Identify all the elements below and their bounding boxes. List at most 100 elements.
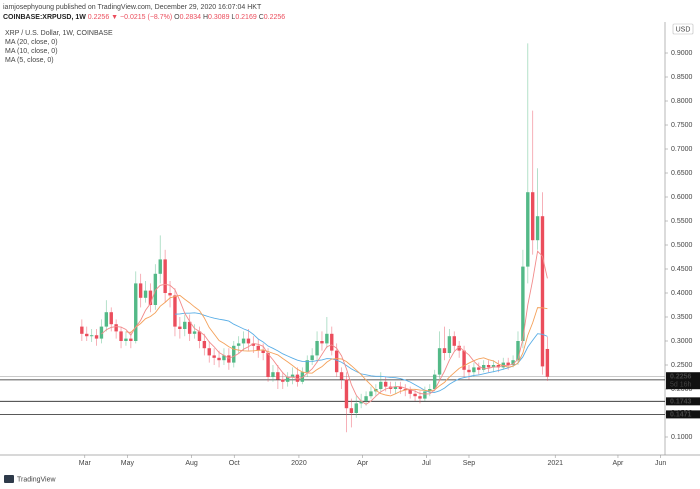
y-tick-label: 0.2000 [671,386,693,393]
candle-body [163,259,167,294]
candle-body [403,389,407,390]
x-tick-label: Aug [185,460,198,467]
y-tick-label: 0.9000 [671,50,693,57]
candle-body [457,345,461,351]
candle-body [192,331,197,334]
c-letter: C [259,14,264,21]
candle-body [168,293,172,296]
legend-entry: MA (20, close, 0) [5,39,58,46]
candle-body [408,389,412,394]
candle-body [129,338,133,342]
candle-body [325,333,329,344]
candle-body [104,312,109,327]
candle-body [334,350,339,373]
candle-body [442,348,447,354]
candle-body [447,336,452,354]
last-price-tag [666,372,700,390]
price-tag [666,397,700,406]
y-tick-label: 0.7000 [671,146,693,153]
y-tick-label: 0.8000 [671,98,693,105]
candle-body [114,324,118,332]
candle-body [472,367,476,373]
y-tick-label: 0.5500 [671,218,693,225]
candle-body [511,360,515,366]
candle-body [310,355,314,361]
candle-body [369,391,373,397]
candle-body [134,283,138,342]
candle-body [432,374,437,390]
currency-box [672,23,694,35]
o-letter: O [174,14,180,21]
legend-entry: MA (10, close, 0) [5,48,58,55]
candle-body [516,341,520,361]
last-price-label: 0.2256 [670,374,692,381]
candle-body [212,355,216,358]
candle-body [276,372,280,380]
candle-body [158,259,162,274]
candle-body [232,345,236,363]
brand: TradingView [4,475,56,483]
moving-average [174,312,548,393]
y-tick-label: 0.3500 [671,314,693,321]
candle-body [222,355,226,361]
candle-body [217,357,221,361]
candle-body [423,391,427,399]
candle-body [481,365,486,370]
candle-body [138,283,143,298]
candle-body [241,338,246,344]
author-line: iamjosephyoung published on TradingView.… [3,4,262,11]
y-tick-label: 0.5000 [671,242,693,249]
candle-body [330,333,334,351]
candle-body [545,348,550,377]
candle-body [124,338,128,342]
x-tick-label: Jun [655,460,666,467]
candle-body [452,336,456,346]
candle-body [437,348,442,375]
candle-body [428,389,432,392]
price-tag-label: 0.1471 [670,412,692,419]
x-tick-label: 2021 [547,460,563,467]
candle-body [349,408,354,414]
brand-logo [4,475,14,483]
candle-body [119,331,123,342]
candle-body [535,216,540,241]
moving-average [101,250,548,405]
candle-body [94,335,99,339]
candle-body [251,343,256,346]
candle-body [462,350,466,370]
candle-body [486,365,491,368]
legend-entry: MA (5, close, 0) [5,57,54,64]
y-tick-label: 0.4500 [671,266,693,273]
candle-body [227,355,231,363]
candle-body [467,369,471,373]
candle-body [89,335,94,337]
x-tick-label: Sep [463,460,476,467]
price-tag [666,410,700,419]
candle-body [80,326,84,334]
candle-body [197,331,202,342]
y-tick-label: 0.1000 [671,434,693,441]
change: ▼ −0.0215 (−8.7%) [111,14,172,21]
candle-body [178,326,182,330]
currency: USD [676,26,691,33]
candle-body [109,312,113,325]
h-value: 0.3089 [208,14,230,21]
candle-body [290,374,295,378]
l-letter: L [231,14,235,21]
x-tick-label: Jul [422,460,431,467]
y-tick-label: 0.4000 [671,290,693,297]
x-tick-label: Oct [229,460,240,467]
candle-body [506,362,510,366]
candle-body [202,341,207,349]
candle-body [393,386,398,390]
moving-average [125,294,548,397]
candle-body [383,381,388,387]
y-tick-label: 0.7500 [671,122,693,129]
brand-name: TradingView [17,476,56,483]
y-tick-label: 0.8500 [671,74,693,81]
countdown: 5d 16h [670,382,692,389]
candle-body [256,345,260,351]
candle-body [173,295,177,327]
candle-body [477,367,481,370]
candle-body [261,350,265,354]
